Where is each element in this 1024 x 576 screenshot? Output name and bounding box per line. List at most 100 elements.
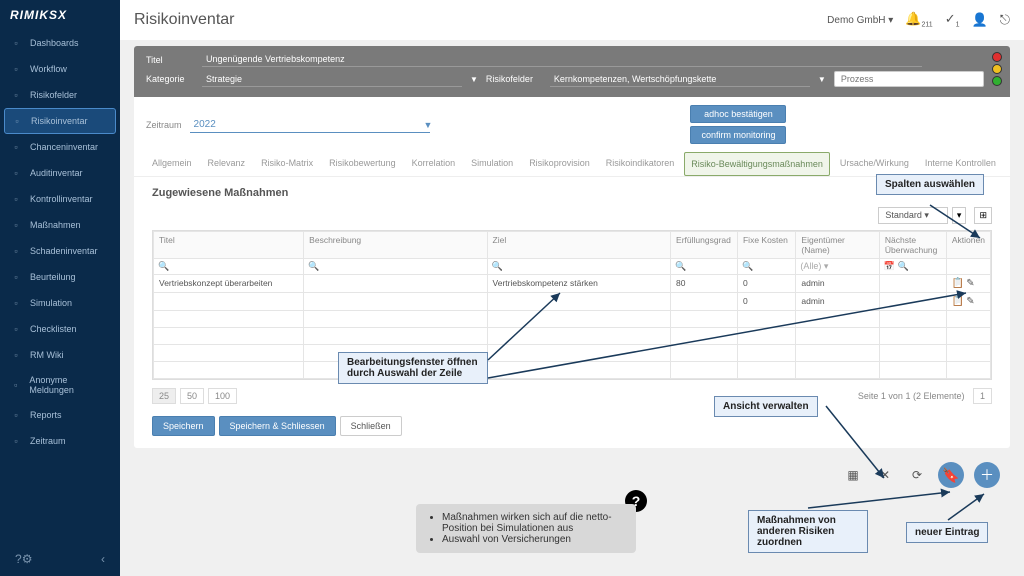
check-icon: ▫ — [10, 193, 22, 205]
user-icon[interactable]: 👤 — [972, 12, 988, 28]
period-select[interactable] — [190, 117, 430, 133]
save-button[interactable]: Speichern — [152, 416, 215, 436]
filter-icon[interactable]: 🔍 — [308, 261, 319, 271]
add-fab[interactable]: ＋ — [974, 462, 1000, 488]
sidebar-item-simulation[interactable]: ▫Simulation — [0, 290, 120, 316]
sidebar-item-reports[interactable]: ▫Reports — [0, 402, 120, 428]
main-panel: Titel Kategorie ▼ Risikofelder ▼ Zeitrau… — [134, 46, 1010, 448]
tab-0[interactable]: Allgemein — [146, 152, 198, 176]
view-menu-icon[interactable]: ▾ — [952, 207, 967, 224]
search-icon: ▫ — [10, 245, 22, 257]
target-icon: ▫ — [10, 89, 22, 101]
col-header[interactable]: Eigentümer (Name) — [796, 232, 880, 259]
sidebar-item-workflow[interactable]: ▫Workflow — [0, 56, 120, 82]
assign-fab[interactable]: 🔖 — [938, 462, 964, 488]
grid-icon: ▫ — [10, 37, 22, 49]
col-header[interactable]: Beschreibung — [304, 232, 487, 259]
sidebar-item-anonyme meldungen[interactable]: ▫Anonyme Meldungen — [0, 368, 120, 402]
sidebar-item-auditinventar[interactable]: ▫Auditinventar — [0, 160, 120, 186]
sidebar-item-risikoinventar[interactable]: ▫Risikoinventar — [4, 108, 116, 134]
col-header[interactable]: Titel — [154, 232, 304, 259]
help-tooltip: Maßnahmen wirken sich auf die netto-Posi… — [416, 504, 636, 553]
title-input[interactable] — [202, 52, 922, 67]
category-label: Kategorie — [146, 74, 194, 84]
sidebar-item-dashboards[interactable]: ▫Dashboards — [0, 30, 120, 56]
sidebar-item-beurteilung[interactable]: ▫Beurteilung — [0, 264, 120, 290]
sidebar-item-risikofelder[interactable]: ▫Risikofelder — [0, 82, 120, 108]
tab-9[interactable]: Ursache/Wirkung — [834, 152, 915, 176]
refresh-icon[interactable]: ⟳ — [906, 464, 928, 486]
col-header[interactable]: Aktionen — [946, 232, 990, 259]
confirm-button[interactable]: confirm monitoring — [690, 126, 786, 144]
save-close-button[interactable]: Speichern & Schliessen — [219, 416, 336, 436]
close-view-icon[interactable]: ✕ — [874, 464, 896, 486]
traffic-light — [992, 52, 1002, 86]
copy-icon[interactable]: 📋 — [952, 278, 964, 289]
list-icon: ▫ — [10, 141, 22, 153]
table-row[interactable]: 0admin📋✎ — [154, 293, 991, 311]
check-icon: ▫ — [10, 323, 22, 335]
title-label: Titel — [146, 55, 194, 65]
sim-icon: ▫ — [10, 297, 22, 309]
help-icon[interactable]: ? — [15, 552, 22, 566]
brand-logo: RIMIKSX — [0, 0, 120, 30]
sidebar-item-chanceninventar[interactable]: ▫Chanceninventar — [0, 134, 120, 160]
pager-info: Seite 1 von 1 (2 Elemente) — [858, 391, 965, 401]
collapse-icon[interactable]: ‹ — [101, 552, 105, 566]
tab-6[interactable]: Risikoprovision — [523, 152, 596, 176]
anon-icon: ▫ — [10, 379, 21, 391]
settings-icon[interactable]: ⚙ — [22, 552, 33, 566]
logout-icon[interactable]: ⎋ — [1000, 12, 1010, 28]
category-select[interactable] — [202, 72, 462, 87]
table-row[interactable]: Vertriebskonzept überarbeitenVertriebsko… — [154, 275, 991, 293]
org-selector[interactable]: Demo GmbH ▾ — [827, 15, 893, 26]
tab-2[interactable]: Risiko-Matrix — [255, 152, 319, 176]
sidebar-item-zeitraum[interactable]: ▫Zeitraum — [0, 428, 120, 454]
callout-new: neuer Eintrag — [906, 522, 988, 543]
tab-1[interactable]: Relevanz — [202, 152, 252, 176]
callout-view: Ansicht verwalten — [714, 396, 818, 417]
tab-8[interactable]: Risiko-Bewältigungsmaßnahmen — [684, 152, 830, 176]
callout-assign: Maßnahmen von anderen Risiken zuordnen — [748, 510, 868, 553]
process-input[interactable] — [834, 71, 984, 87]
col-header[interactable]: Erfüllungsgrad — [671, 232, 738, 259]
tab-5[interactable]: Simulation — [465, 152, 519, 176]
col-header[interactable]: Ziel — [487, 232, 671, 259]
tab-11[interactable]: Schadensereignisse — [1006, 152, 1010, 176]
sidebar-item-schadeninventar[interactable]: ▫Schadeninventar — [0, 238, 120, 264]
columns-icon[interactable]: ⊞ — [974, 207, 992, 224]
view-select[interactable]: Standard ▾ — [878, 207, 948, 224]
tab-4[interactable]: Korrelation — [406, 152, 462, 176]
fab-toolbar: ▦ ✕ ⟳ 🔖 ＋ — [842, 462, 1000, 488]
riskfield-select[interactable] — [550, 72, 810, 87]
col-header[interactable]: Nächste Überwachung — [879, 232, 946, 259]
edit-icon[interactable]: ✎ — [966, 296, 974, 307]
doc-icon: ▫ — [10, 219, 22, 231]
copy-icon[interactable]: 📋 — [952, 296, 964, 307]
callout-edit: Bearbeitungsfenster öffnen durch Auswahl… — [338, 352, 488, 384]
filter-icon[interactable]: 🔍 — [675, 261, 686, 271]
tasks-icon[interactable]: ✓1 — [945, 11, 960, 29]
bell-icon[interactable]: 🔔211 — [905, 11, 932, 29]
sidebar-item-checklisten[interactable]: ▫Checklisten — [0, 316, 120, 342]
filter-icon[interactable]: 🔍 — [492, 261, 503, 271]
search-icon: ▫ — [10, 167, 22, 179]
close-button[interactable]: Schließen — [340, 416, 402, 436]
sidebar-item-rm wiki[interactable]: ▫RM Wiki — [0, 342, 120, 368]
adhoc-button[interactable]: adhoc bestätigen — [690, 105, 786, 123]
sidebar-item-kontrollinventar[interactable]: ▫Kontrollinventar — [0, 186, 120, 212]
edit-icon[interactable]: ✎ — [966, 278, 974, 289]
tab-7[interactable]: Risikoindikatoren — [600, 152, 681, 176]
sidebar-item-maßnahmen[interactable]: ▫Maßnahmen — [0, 212, 120, 238]
page-size[interactable]: 25 50 100 — [152, 388, 237, 404]
filter-icon[interactable]: 🔍 — [158, 261, 169, 271]
riskfield-label: Risikofelder — [486, 74, 542, 84]
col-header[interactable]: Fixe Kosten — [737, 232, 795, 259]
filter-icon[interactable]: 🔍 — [742, 261, 753, 271]
grid-view-icon[interactable]: ▦ — [842, 464, 864, 486]
report-icon: ▫ — [10, 409, 22, 421]
tab-3[interactable]: Risikobewertung — [323, 152, 402, 176]
wiki-icon: ▫ — [10, 349, 22, 361]
tab-10[interactable]: Interne Kontrollen — [919, 152, 1002, 176]
list-icon: ▫ — [11, 115, 23, 127]
